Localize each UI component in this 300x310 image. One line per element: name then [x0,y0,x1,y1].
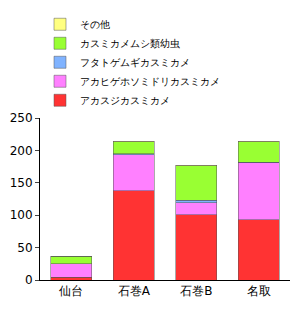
svg-text:カスミカメムシ類幼虫: カスミカメムシ類幼虫 [80,38,180,49]
svg-text:150: 150 [10,176,33,190]
svg-text:その他: その他 [80,19,110,30]
svg-text:200: 200 [10,144,33,158]
svg-text:石巻A: 石巻A [118,284,151,298]
svg-text:アカスジカスミカメ: アカスジカスミカメ [80,95,170,106]
svg-text:アカヒゲホソミドリカスミカメ: アカヒゲホソミドリカスミカメ [80,76,220,87]
svg-text:名取: 名取 [247,284,271,298]
svg-text:0: 0 [25,273,33,287]
svg-text:100: 100 [10,208,33,222]
svg-text:50: 50 [17,241,32,255]
svg-text:フタトゲムギカスミカメ: フタトゲムギカスミカメ [80,57,190,68]
svg-text:石巻B: 石巻B [180,284,212,298]
svg-text:250: 250 [10,111,33,125]
svg-text:仙台: 仙台 [59,284,83,298]
